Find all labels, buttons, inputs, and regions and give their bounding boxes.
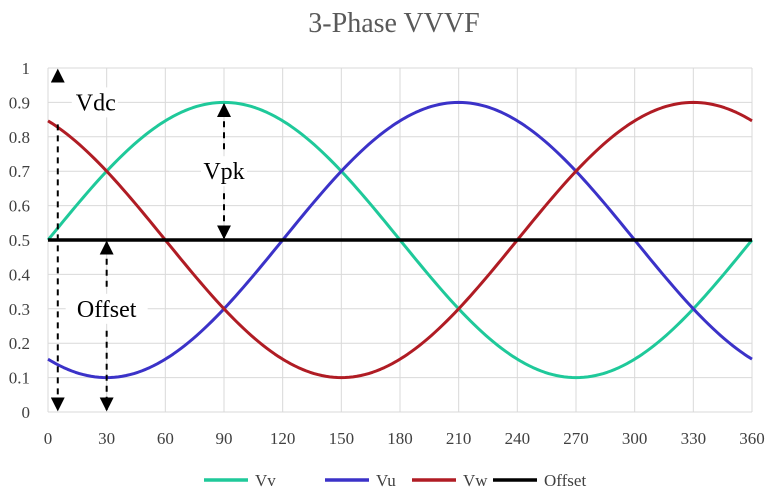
y-tick-label: 0.1 xyxy=(9,369,30,388)
annotation-label-bg xyxy=(65,293,148,324)
x-tick-label: 270 xyxy=(563,429,589,448)
chart-title: 3-Phase VVVF xyxy=(308,8,479,39)
x-tick-label: 150 xyxy=(329,429,355,448)
x-tick-label: 60 xyxy=(157,429,174,448)
annotation-label: Offset xyxy=(77,297,137,323)
series-lines xyxy=(46,100,754,380)
y-tick-label: 0.4 xyxy=(9,265,31,284)
annotation-label-bg xyxy=(71,87,118,118)
legend-entry-vu: Vu xyxy=(376,471,396,490)
x-tick-label: 30 xyxy=(98,429,115,448)
y-tick-label: 1 xyxy=(22,59,31,78)
legend: Vv Vu Vw Offset xyxy=(204,471,586,490)
y-tick-label: 0.8 xyxy=(9,128,30,147)
annotation-label-bg xyxy=(201,156,247,187)
x-tick-label: 180 xyxy=(387,429,413,448)
x-tick-label: 240 xyxy=(505,429,531,448)
y-axis-ticks: 0 0.1 0.2 0.3 0.4 0.5 0.6 0.7 0.8 0.9 1 xyxy=(9,59,31,422)
x-tick-label: 300 xyxy=(622,429,648,448)
legend-entry-vw: Vw xyxy=(463,471,488,490)
y-tick-label: 0.9 xyxy=(9,93,30,112)
legend-entry-offset: Offset xyxy=(544,471,586,490)
x-tick-label: 360 xyxy=(739,429,765,448)
x-tick-label: 120 xyxy=(270,429,296,448)
y-tick-label: 0.3 xyxy=(9,300,30,319)
legend-entry-vv: Vv xyxy=(255,471,276,490)
y-tick-label: 0.5 xyxy=(9,231,30,250)
annotation-label: Vpk xyxy=(203,159,244,185)
y-tick-label: 0.7 xyxy=(9,162,31,181)
x-tick-label: 210 xyxy=(446,429,472,448)
annotation-label: Vdc xyxy=(76,90,116,116)
y-tick-label: 0.2 xyxy=(9,334,30,353)
x-tick-label: 90 xyxy=(216,429,233,448)
x-tick-label: 330 xyxy=(681,429,707,448)
x-axis-ticks: 0 30 60 90 120 150 180 210 240 270 300 330 360 xyxy=(44,429,765,448)
y-tick-label: 0.6 xyxy=(9,197,30,216)
y-tick-label: 0 xyxy=(22,403,31,422)
x-tick-label: 0 xyxy=(44,429,53,448)
annotations: Vdc Vpk Offset xyxy=(50,68,247,412)
